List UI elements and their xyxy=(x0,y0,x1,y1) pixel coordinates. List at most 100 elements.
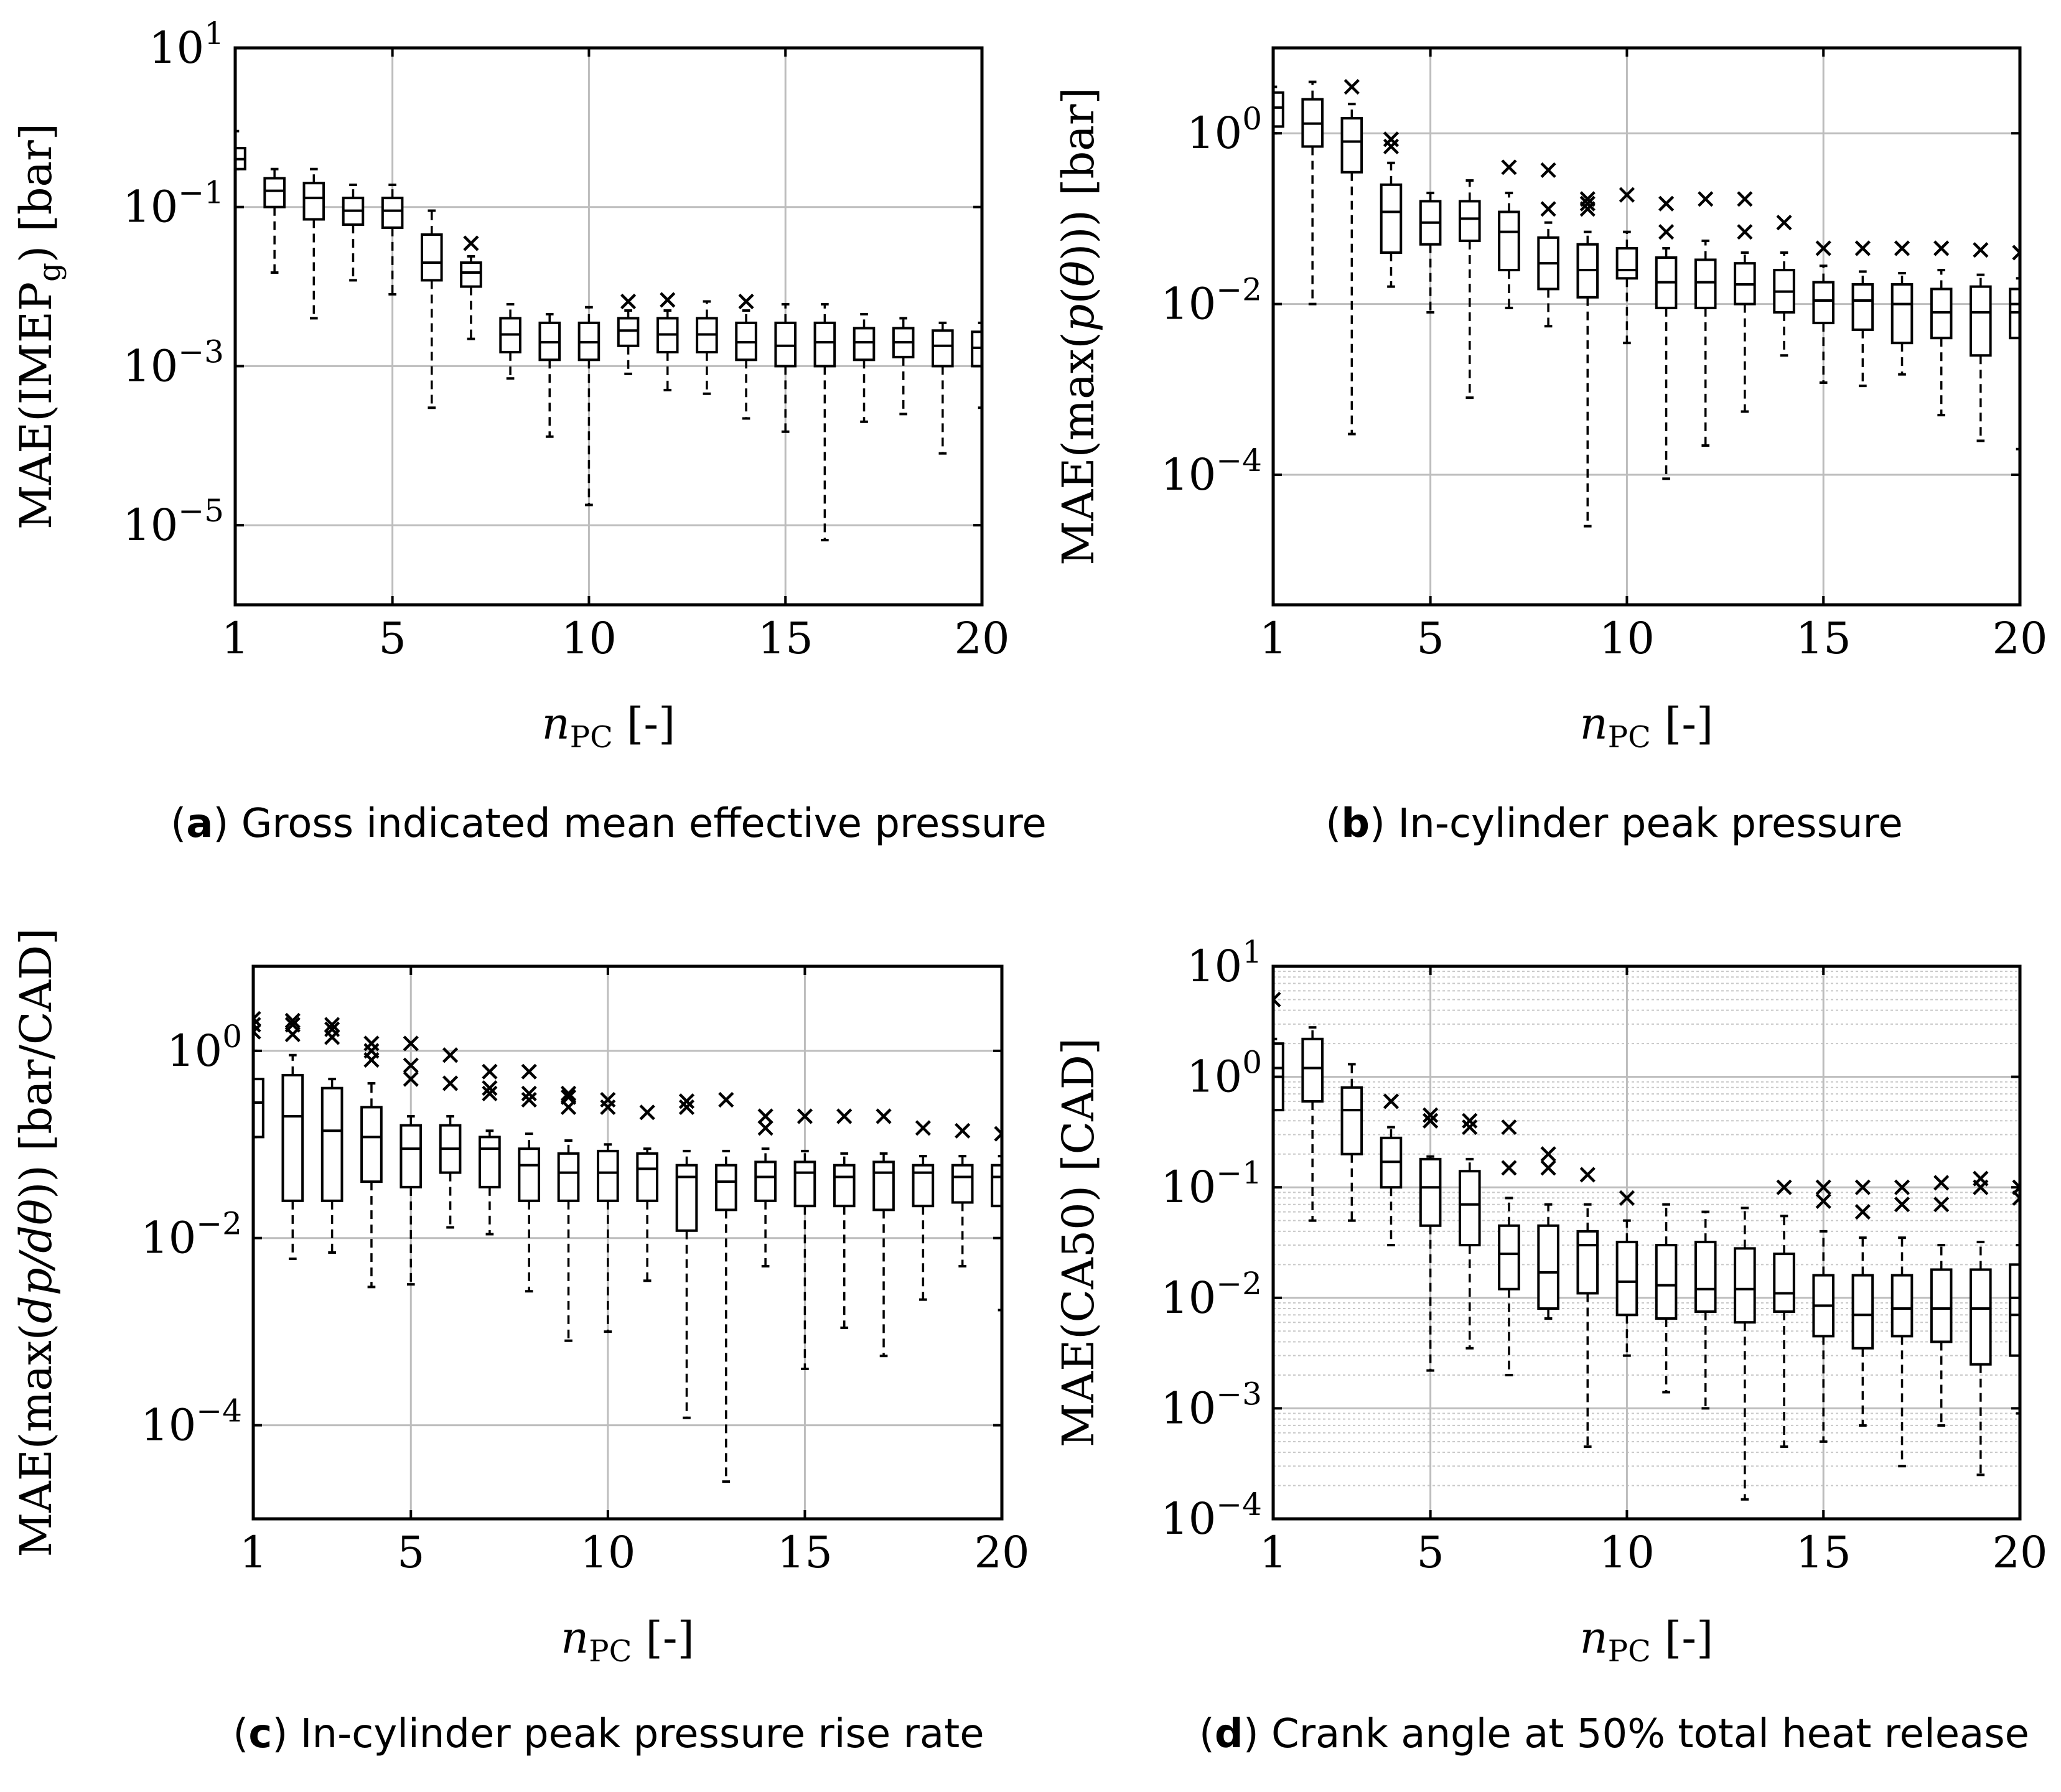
box-plot-10 xyxy=(597,1091,619,1333)
x-tick-label: 20 xyxy=(1992,613,2047,664)
outlier-marker xyxy=(1815,240,1831,256)
x-tick-label: 20 xyxy=(954,613,1009,664)
outlier-marker xyxy=(284,1017,301,1033)
x-axis-label: nPC [-] xyxy=(542,698,676,755)
plot-frame xyxy=(1271,964,2022,1521)
box-plot-7 xyxy=(460,235,482,340)
outlier-marker xyxy=(442,1075,459,1091)
plot-frame xyxy=(251,964,1004,1521)
iqr-box xyxy=(1970,1268,1992,1366)
box-plot-12 xyxy=(1694,191,1717,447)
outlier-marker xyxy=(1540,162,1556,179)
outlier-marker xyxy=(324,1017,340,1033)
box-plot-11 xyxy=(1655,195,1678,480)
iqr-box xyxy=(1301,1037,1324,1103)
iqr-box xyxy=(263,177,286,208)
box-plot-5 xyxy=(400,1035,423,1286)
outlier-marker xyxy=(521,1063,537,1080)
iqr-box xyxy=(636,1152,658,1202)
box-plot-10 xyxy=(577,306,601,506)
box-plot-11 xyxy=(636,1104,658,1282)
box-plot-14 xyxy=(1773,215,1795,357)
subfigure-caption: (b) In-cylinder peak pressure xyxy=(1325,801,1903,847)
outlier-marker xyxy=(1894,240,1910,256)
box-plot-13 xyxy=(714,1091,737,1483)
plot-frame xyxy=(233,46,984,607)
iqr-box xyxy=(1655,1244,1678,1320)
x-tick-label: 20 xyxy=(1992,1527,2047,1578)
box-plot-13 xyxy=(696,300,718,395)
outlier-marker xyxy=(1776,1179,1792,1195)
x-axis-label: nPC [-] xyxy=(1580,698,1714,755)
box-plot-10 xyxy=(1615,1190,1638,1357)
iqr-box xyxy=(1615,1241,1638,1317)
outlier-marker xyxy=(1854,1179,1871,1195)
outlier-marker xyxy=(1698,191,1714,207)
box-plot-16 xyxy=(813,302,836,542)
outlier-marker xyxy=(560,1089,577,1105)
iqr-box xyxy=(932,329,954,368)
box-plot-17 xyxy=(1890,1179,1914,1468)
iqr-box xyxy=(754,1160,777,1202)
box-plot-17 xyxy=(872,1108,895,1358)
outlier-marker xyxy=(1854,1204,1871,1220)
iqr-box xyxy=(1419,1157,1442,1227)
outlier-marker xyxy=(2012,1179,2020,1195)
outlier-marker xyxy=(1658,195,1675,212)
iqr-box xyxy=(400,1124,423,1188)
outlier-marker xyxy=(1462,1113,1478,1129)
box-plot-15 xyxy=(1812,1179,1835,1443)
outlier-marker xyxy=(1973,242,1989,258)
svg-text:MAE(max(p(θ))) [bar]: MAE(max(p(θ))) [bar] xyxy=(1053,87,1104,566)
iqr-box xyxy=(1615,247,1638,280)
outlier-marker xyxy=(1383,131,1400,147)
box-plot-8 xyxy=(1537,162,1559,328)
box-plot-5 xyxy=(381,184,404,296)
subfigure-caption: (a) Gross indicated mean effective press… xyxy=(171,801,1047,847)
outlier-marker xyxy=(1933,240,1950,256)
iqr-box xyxy=(1459,200,1481,243)
outlier-marker xyxy=(1273,991,1281,1008)
outlier-marker xyxy=(1854,240,1871,256)
box-plot-6 xyxy=(439,1047,462,1229)
box-plot-9 xyxy=(1576,1167,1599,1448)
outlier-marker xyxy=(1501,1119,1517,1136)
box-plot-7 xyxy=(1498,1119,1520,1376)
outlier-marker xyxy=(1619,187,1635,203)
y-tick-label: 10−4 xyxy=(1161,1486,1262,1544)
iqr-box xyxy=(1340,117,1363,174)
iqr-box xyxy=(1851,283,1874,331)
boxes xyxy=(235,129,982,542)
iqr-box xyxy=(381,197,404,229)
box-plot-3 xyxy=(302,167,325,320)
iqr-box xyxy=(1498,210,1520,272)
subfigure-caption: (d) Crank angle at 50% total heat releas… xyxy=(1199,1711,2029,1757)
y-tick-label: 10−2 xyxy=(141,1206,242,1264)
iqr-box xyxy=(912,1164,935,1208)
outlier-marker xyxy=(403,1035,419,1052)
iqr-box xyxy=(1930,1268,1953,1343)
iqr-box xyxy=(479,1136,501,1188)
outlier-marker xyxy=(757,1108,773,1124)
major-grid xyxy=(252,966,1003,1519)
outlier-marker xyxy=(482,1063,498,1080)
iqr-box xyxy=(675,1164,698,1232)
outlier-marker xyxy=(1933,1197,1950,1213)
outlier-marker xyxy=(1383,1093,1400,1109)
iqr-box xyxy=(853,327,876,362)
box-plot-17 xyxy=(853,312,876,423)
y-tick-label: 10−2 xyxy=(1161,1266,1262,1323)
iqr-box xyxy=(557,1152,580,1202)
outlier-marker xyxy=(1658,224,1675,240)
outlier-marker xyxy=(915,1120,931,1136)
box-plot-16 xyxy=(1851,240,1874,388)
outlier-marker xyxy=(836,1108,853,1124)
outlier-marker xyxy=(521,1091,537,1108)
outlier-marker xyxy=(1894,1179,1910,1195)
iqr-box xyxy=(302,182,325,221)
box-plot-14 xyxy=(754,1108,777,1267)
